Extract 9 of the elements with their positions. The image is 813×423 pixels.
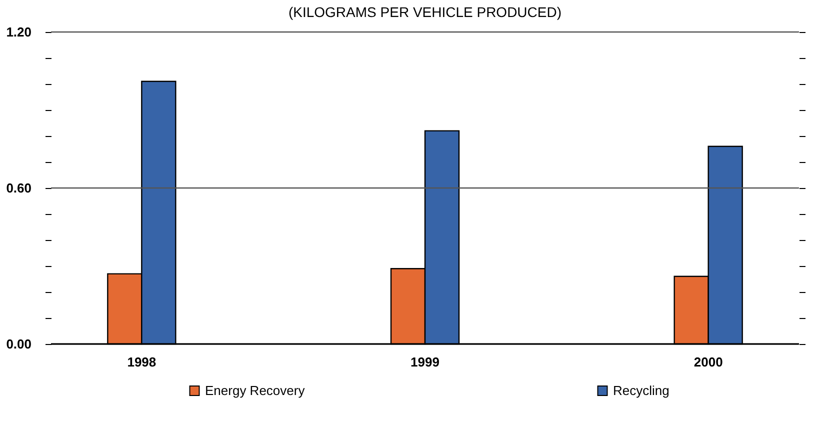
x-tick-label: 1998 xyxy=(127,354,156,370)
chart-title: (KILOGRAMS PER VEHICLE PRODUCED) xyxy=(288,4,562,20)
y-tick-label: 1.20 xyxy=(6,24,32,40)
x-tick-label: 2000 xyxy=(694,354,723,370)
legend-label: Recycling xyxy=(613,382,670,398)
legend-label: Energy Recovery xyxy=(205,382,306,398)
y-tick-label: 0.00 xyxy=(6,336,32,352)
y-tick-label: 0.60 xyxy=(6,180,32,196)
x-tick-label: 1999 xyxy=(410,354,440,370)
